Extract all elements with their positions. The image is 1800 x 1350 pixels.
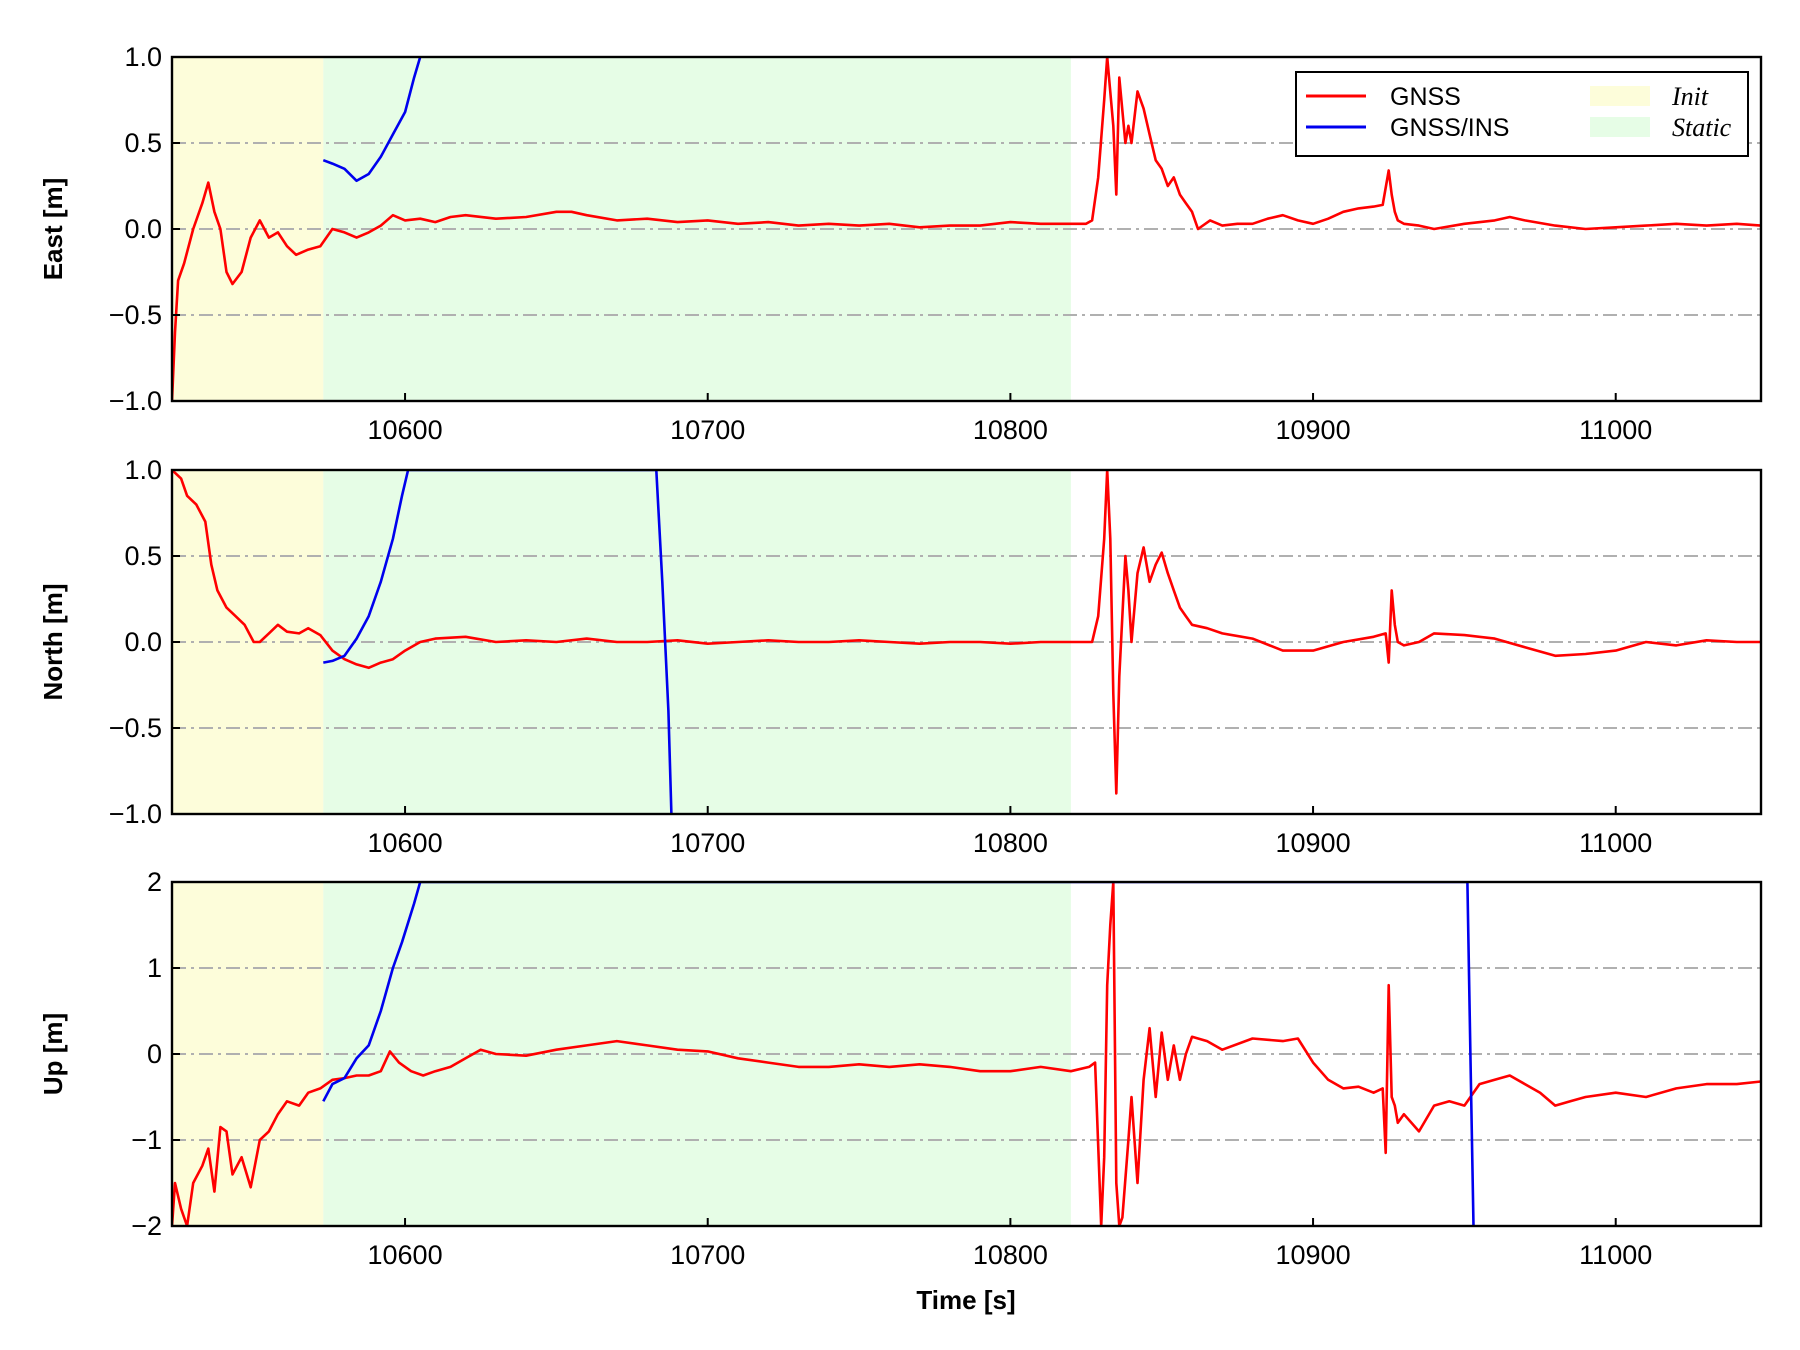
y-tick-label-up: 0 bbox=[147, 1039, 162, 1069]
plot-area-north bbox=[172, 470, 1761, 814]
x-tick-label-east: 10800 bbox=[973, 415, 1048, 445]
x-tick-label-north: 10600 bbox=[368, 828, 443, 858]
y-tick-label-east: 1.0 bbox=[124, 42, 162, 72]
y-tick-label-north: −1.0 bbox=[109, 799, 162, 829]
plot-area-up bbox=[172, 882, 1761, 1226]
legend-label-static: Static bbox=[1672, 113, 1732, 142]
series-gnss-north bbox=[172, 470, 1761, 795]
legend-label-gnss-ins: GNSS/INS bbox=[1390, 114, 1509, 142]
x-tick-label-north: 11000 bbox=[1579, 828, 1652, 858]
panel-east: −1.0 −0.5 0.0 0.5 1.0 10600 10700 10800 10900 110… bbox=[38, 42, 1763, 445]
y-tick-label-east: −0.5 bbox=[109, 300, 162, 330]
series-gnss-ins-up bbox=[322, 882, 1475, 1226]
y-tick-label-up: −2 bbox=[131, 1211, 162, 1241]
legend-swatch-static bbox=[1590, 117, 1650, 137]
plot-area-east bbox=[172, 57, 1761, 401]
y-tick-label-east: 0.0 bbox=[124, 214, 162, 244]
x-tick-label-east: 10900 bbox=[1276, 415, 1351, 445]
x-tick-label-up: 10600 bbox=[368, 1240, 443, 1270]
y-tick-label-east: −1.0 bbox=[109, 386, 162, 416]
x-tick-label-east: 10700 bbox=[670, 415, 745, 445]
panel-north: −1.0 −0.5 0.0 0.5 1.0 10600 10700 10800 10900 110… bbox=[38, 455, 1763, 858]
series-gnss-east bbox=[172, 57, 1761, 401]
y-axis-label-north: North [m] bbox=[38, 584, 68, 701]
y-tick-label-up: −1 bbox=[131, 1125, 162, 1155]
x-tick-label-north: 10700 bbox=[670, 828, 745, 858]
y-tick-label-north: 1.0 bbox=[124, 455, 162, 485]
legend-box bbox=[1295, 71, 1749, 157]
legend-swatch-init bbox=[1590, 86, 1650, 106]
x-tick-label-up: 10800 bbox=[973, 1240, 1048, 1270]
y-axis-label-east: East [m] bbox=[38, 178, 68, 281]
y-tick-label-up: 1 bbox=[147, 953, 162, 983]
series-gnss-ins-north bbox=[323, 470, 673, 814]
y-tick-label-north: 0.0 bbox=[124, 627, 162, 657]
y-tick-label-east: 0.5 bbox=[124, 128, 162, 158]
y-tick-label-north: −0.5 bbox=[109, 713, 162, 743]
x-tick-label-north: 10900 bbox=[1276, 828, 1351, 858]
panel-up: −2 −1 0 1 2 10600 10700 10800 10900 11000 Up [m] bbox=[38, 867, 1763, 1270]
x-tick-label-north: 10800 bbox=[973, 828, 1048, 858]
x-tick-label-east: 11000 bbox=[1579, 415, 1652, 445]
legend-label-gnss: GNSS bbox=[1390, 83, 1461, 111]
legend: GNSS Init GNSS/INS Static bbox=[1295, 71, 1749, 157]
series-gnss-ins-east bbox=[322, 57, 422, 183]
x-tick-label-up: 10700 bbox=[670, 1240, 745, 1270]
x-tick-label-up: 11000 bbox=[1579, 1240, 1652, 1270]
y-tick-label-up: 2 bbox=[147, 867, 162, 897]
x-tick-label-east: 10600 bbox=[368, 415, 443, 445]
x-axis-label: Time [s] bbox=[916, 1285, 1015, 1315]
y-tick-label-north: 0.5 bbox=[124, 541, 162, 571]
x-tick-label-up: 10900 bbox=[1276, 1240, 1351, 1270]
legend-label-init: Init bbox=[1671, 82, 1709, 111]
y-axis-label-up: Up [m] bbox=[38, 1013, 68, 1095]
series-gnss-up bbox=[172, 882, 1761, 1226]
